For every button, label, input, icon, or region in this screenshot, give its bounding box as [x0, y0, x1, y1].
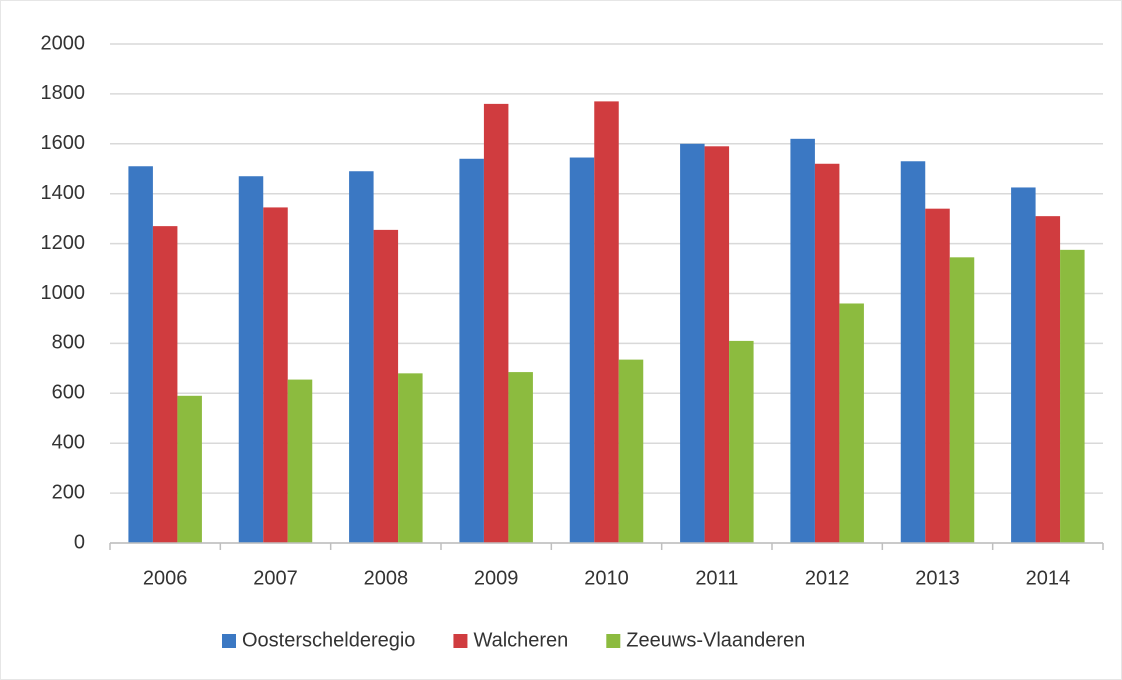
bar — [373, 229, 399, 543]
bar — [900, 161, 926, 543]
x-tick-label: 2009 — [474, 567, 519, 589]
y-tick-label: 600 — [52, 382, 85, 404]
legend-label: Walcheren — [473, 629, 568, 651]
y-tick-label: 1600 — [41, 132, 86, 154]
x-tick-label: 2007 — [253, 567, 298, 589]
bar — [263, 207, 288, 544]
x-tick-label: 2011 — [695, 567, 738, 589]
y-tick-label: 1200 — [41, 232, 86, 254]
y-tick-label: 200 — [52, 481, 85, 503]
bar — [594, 101, 619, 543]
y-tick-label: 2000 — [41, 32, 86, 54]
x-tick-label: 2012 — [805, 567, 850, 589]
bar — [1035, 216, 1061, 543]
x-tick-label: 2006 — [143, 567, 188, 589]
x-tick-label: 2008 — [364, 567, 409, 589]
y-tick-label: 800 — [52, 332, 85, 354]
bar — [459, 158, 484, 543]
legend-swatch — [453, 634, 468, 648]
y-tick-label: 1800 — [41, 82, 86, 104]
y-tick-label: 400 — [52, 431, 85, 453]
bar — [1011, 187, 1036, 543]
legend-label: Oosterschelderegio — [242, 629, 415, 651]
y-tick-label: 1000 — [41, 282, 86, 304]
bar — [128, 166, 153, 543]
bar — [729, 340, 754, 543]
bar — [287, 379, 313, 543]
x-tick-label: 2014 — [1026, 567, 1071, 589]
y-tick-label: 0 — [74, 531, 85, 553]
bar — [839, 303, 864, 543]
bar — [925, 208, 950, 544]
bar — [618, 359, 644, 543]
bar — [398, 373, 423, 543]
bar — [680, 143, 705, 544]
bar — [483, 103, 509, 543]
bar — [1060, 249, 1085, 543]
bar — [508, 372, 533, 543]
bar — [349, 171, 374, 543]
bar — [177, 395, 202, 543]
bar — [704, 146, 730, 544]
bar — [949, 257, 975, 543]
legend-label: Zeeuws-Vlaanderen — [626, 629, 805, 651]
y-tick-label: 1400 — [41, 182, 86, 204]
legend-swatch — [606, 634, 621, 648]
x-tick-label: 2013 — [915, 567, 960, 589]
legend-swatch — [222, 634, 236, 648]
bar — [238, 176, 264, 544]
bar — [790, 138, 815, 543]
bar — [152, 226, 178, 543]
bar — [569, 157, 595, 543]
bar — [814, 163, 840, 543]
x-tick-label: 2010 — [584, 567, 629, 589]
